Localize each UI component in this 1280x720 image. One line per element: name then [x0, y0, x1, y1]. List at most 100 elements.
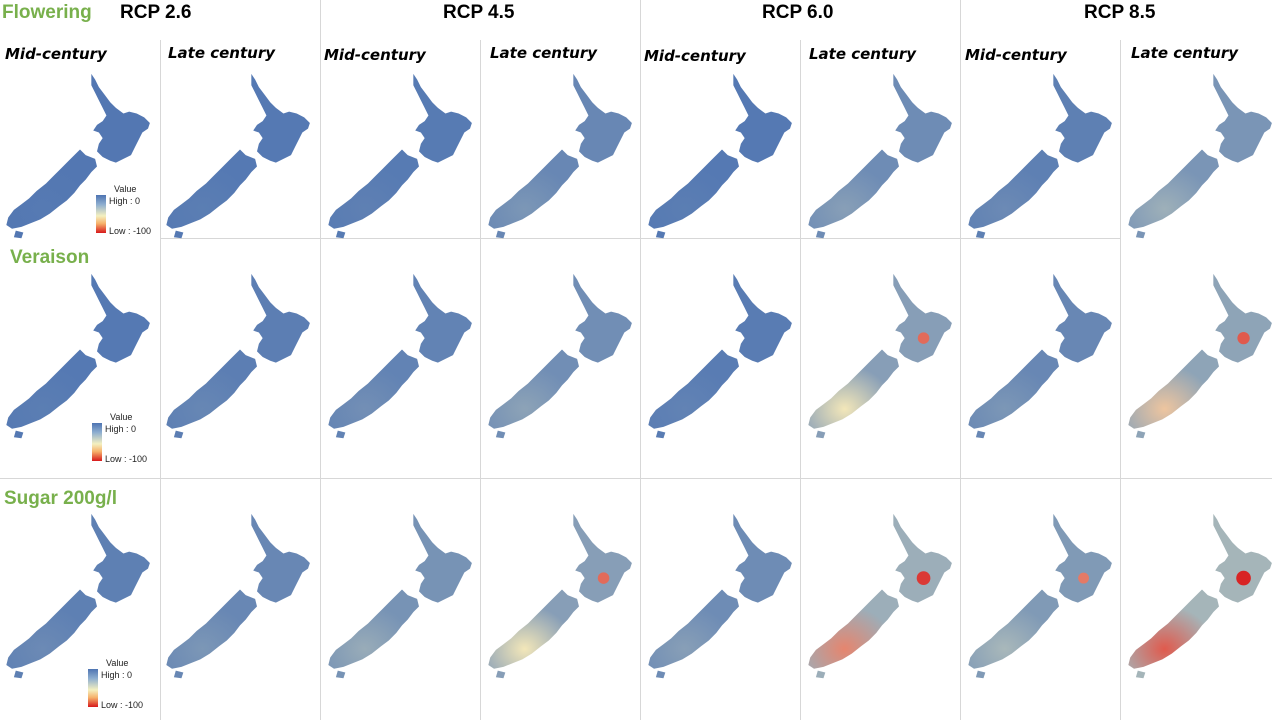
legend-title: Value — [114, 184, 137, 194]
grid-line — [1120, 40, 1121, 720]
period-header: Late century — [490, 44, 598, 62]
south-island — [808, 349, 899, 429]
north-island — [413, 513, 472, 603]
south-island — [648, 149, 739, 229]
south-island — [6, 349, 97, 429]
south-island — [166, 349, 257, 429]
legend-color-ramp — [88, 669, 98, 707]
south-island — [328, 149, 419, 229]
south-island — [488, 149, 579, 229]
south-island — [328, 589, 419, 669]
stewart-island — [655, 430, 666, 439]
scenario-header-rcp85: RCP 8.5 — [1084, 2, 1156, 23]
stewart-island — [13, 230, 24, 239]
north-island — [91, 73, 150, 163]
scenario-header-rcp45: RCP 4.5 — [443, 2, 515, 23]
north-island — [733, 513, 792, 603]
stewart-island — [815, 430, 826, 439]
nz-map-panel — [166, 73, 310, 239]
nz-map-panel — [328, 273, 472, 439]
south-island — [1128, 589, 1219, 669]
legend-color-ramp — [92, 423, 102, 461]
hotspot — [917, 332, 930, 344]
south-island — [328, 349, 419, 429]
stewart-island — [1135, 670, 1146, 679]
north-island — [91, 273, 150, 363]
north-island — [893, 513, 952, 603]
stewart-island — [815, 230, 826, 239]
nz-map-panel — [1128, 513, 1272, 679]
south-island — [166, 149, 257, 229]
legend-low-label: Low : -100 — [105, 454, 148, 464]
north-island — [1213, 73, 1272, 163]
stewart-island — [655, 230, 666, 239]
south-island — [808, 149, 899, 229]
hotspot — [1236, 570, 1251, 586]
nz-map-panel — [968, 273, 1112, 439]
nz-map-panel — [648, 273, 792, 439]
south-island — [808, 589, 899, 669]
legend: Value High : 0 Low : -100 — [92, 412, 162, 468]
stewart-island — [495, 670, 506, 679]
north-island — [1053, 513, 1112, 603]
grid-line — [480, 40, 481, 720]
nz-map-panel — [808, 73, 952, 239]
south-island — [968, 349, 1059, 429]
north-island — [1053, 273, 1112, 363]
nz-map-panel — [6, 513, 150, 679]
period-header: Late century — [168, 44, 276, 62]
south-island — [968, 589, 1059, 669]
row-title-flowering: Flowering — [2, 2, 92, 23]
north-island — [893, 73, 952, 163]
north-island — [413, 73, 472, 163]
nz-map-panel — [488, 73, 632, 239]
grid-line — [320, 0, 321, 720]
south-island — [1128, 149, 1219, 229]
nz-map-panel — [1128, 73, 1272, 239]
stewart-island — [173, 430, 184, 439]
hotspot — [916, 571, 931, 585]
grid-line — [800, 40, 801, 720]
scenario-header-rcp26: RCP 2.6 — [120, 2, 192, 23]
south-island — [648, 589, 739, 669]
nz-map-panel — [648, 73, 792, 239]
hotspot — [1078, 572, 1089, 584]
north-island — [251, 513, 310, 603]
nz-map-panel — [328, 73, 472, 239]
nz-map-panel — [488, 273, 632, 439]
stewart-island — [495, 230, 506, 239]
south-island — [6, 149, 97, 229]
grid-line — [960, 0, 961, 720]
legend-high-label: High : 0 — [101, 670, 133, 680]
stewart-island — [173, 670, 184, 679]
stewart-island — [975, 430, 986, 439]
stewart-island — [335, 430, 346, 439]
scenario-header-rcp60: RCP 6.0 — [762, 2, 834, 23]
stewart-island — [975, 230, 986, 239]
north-island — [91, 513, 150, 603]
legend-title: Value — [110, 412, 133, 422]
nz-map-panel — [488, 513, 632, 679]
stewart-island — [13, 430, 24, 439]
nz-map-panel — [166, 273, 310, 439]
north-island — [1213, 273, 1272, 363]
north-island — [1053, 73, 1112, 163]
nz-map-panel — [808, 273, 952, 439]
legend-high-label: High : 0 — [109, 196, 141, 206]
north-island — [573, 273, 632, 363]
south-island — [6, 589, 97, 669]
south-island — [648, 349, 739, 429]
north-island — [1213, 513, 1272, 603]
nz-map-panel — [648, 513, 792, 679]
grid-line — [160, 238, 1120, 239]
period-header: Mid-century — [644, 47, 746, 65]
period-header: Mid-century — [965, 46, 1067, 64]
hotspot — [597, 572, 610, 584]
stewart-island — [335, 670, 346, 679]
legend: Value High : 0 Low : -100 — [96, 184, 166, 240]
south-island — [1128, 349, 1219, 429]
stewart-island — [13, 670, 24, 679]
south-island — [166, 589, 257, 669]
north-island — [573, 513, 632, 603]
legend-color-ramp — [96, 195, 106, 233]
